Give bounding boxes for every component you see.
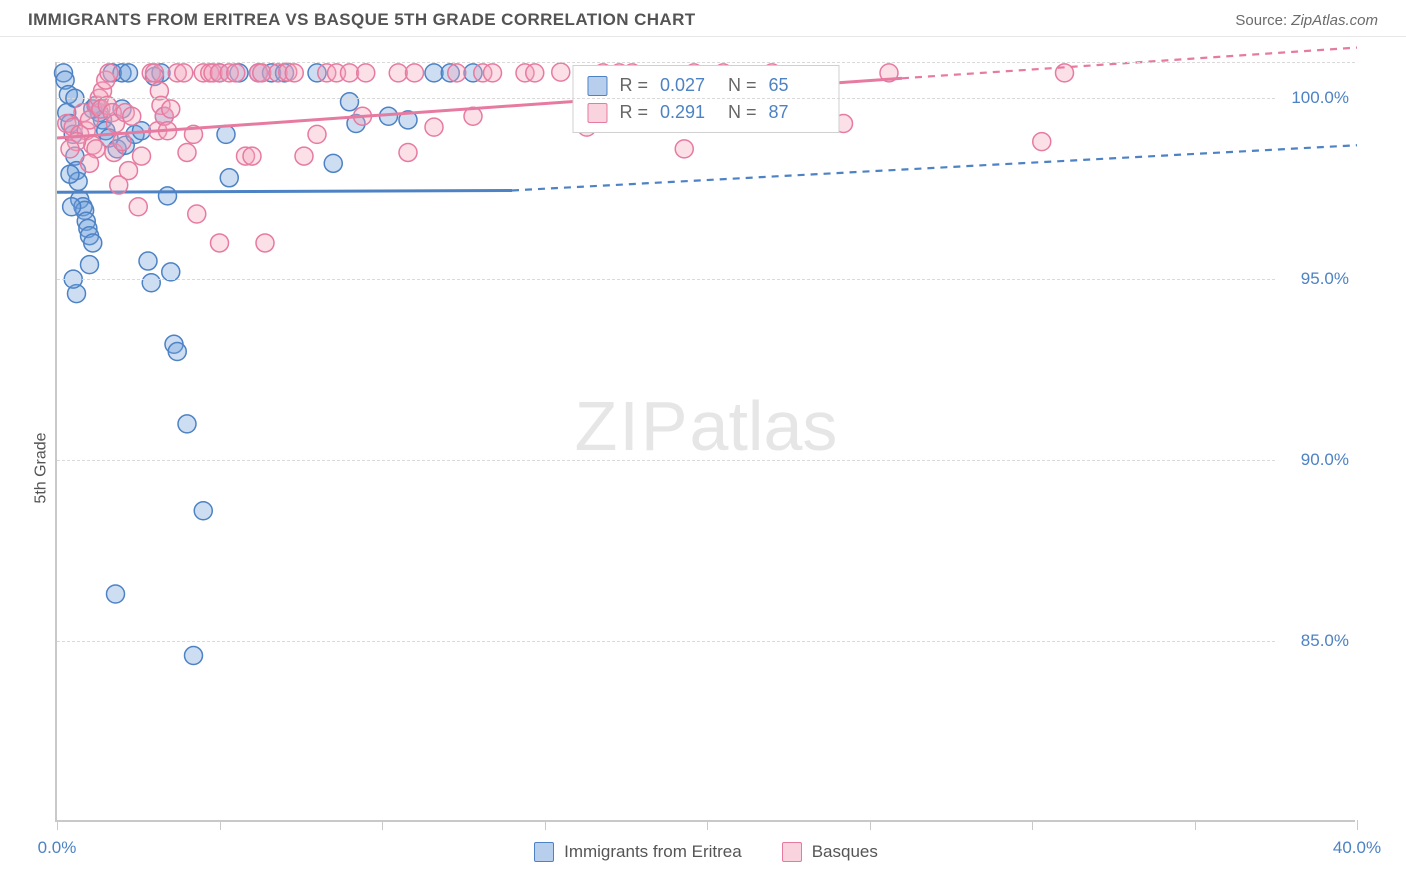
- stats-n-value: 65: [769, 75, 825, 96]
- series-legend: Immigrants from Eritrea Basques: [57, 842, 1355, 862]
- scatter-point: [120, 162, 138, 180]
- legend-swatch: [782, 842, 802, 862]
- scatter-point: [675, 140, 693, 158]
- scatter-point: [185, 647, 203, 665]
- scatter-point: [81, 154, 99, 172]
- y-tick-label: 95.0%: [1277, 269, 1357, 289]
- stats-n-label: N =: [728, 75, 757, 96]
- y-tick-label: 85.0%: [1277, 631, 1357, 651]
- scatter-point: [227, 64, 245, 82]
- scatter-point: [129, 198, 147, 216]
- scatter-point: [211, 234, 229, 252]
- scatter-point: [162, 100, 180, 118]
- scatter-point: [425, 64, 443, 82]
- y-tick-label: 100.0%: [1277, 88, 1357, 108]
- scatter-point: [389, 64, 407, 82]
- chart-title: IMMIGRANTS FROM ERITREA VS BASQUE 5TH GR…: [28, 10, 696, 30]
- x-tick: [382, 820, 383, 830]
- y-axis-label: 5th Grade: [33, 432, 51, 503]
- scatter-point: [324, 154, 342, 172]
- stats-row: R = 0.291 N = 87: [587, 99, 824, 126]
- stats-r-value: 0.027: [660, 75, 716, 96]
- scatter-point: [308, 125, 326, 143]
- scatter-point: [194, 502, 212, 520]
- stats-r-label: R =: [619, 102, 648, 123]
- stats-n-label: N =: [728, 102, 757, 123]
- scatter-point: [142, 274, 160, 292]
- scatter-point: [357, 64, 375, 82]
- scatter-point: [168, 343, 186, 361]
- scatter-point: [243, 147, 261, 165]
- legend-label: Basques: [812, 842, 878, 862]
- plot-region: ZIPatlas R =0.027N =65R =0.291N =87 Immi…: [55, 62, 1355, 822]
- scatter-point: [100, 64, 118, 82]
- x-tick: [707, 820, 708, 830]
- chart-area: 5th Grade ZIPatlas R =0.027N =65R =0.291…: [0, 44, 1406, 892]
- scatter-point: [178, 143, 196, 161]
- stats-r-value: 0.291: [660, 102, 716, 123]
- scatter-point: [175, 64, 193, 82]
- scatter-point: [406, 64, 424, 82]
- scatter-point: [220, 169, 238, 187]
- legend-swatch: [534, 842, 554, 862]
- scatter-point: [256, 234, 274, 252]
- gridline: [57, 460, 1355, 461]
- scatter-point: [552, 63, 570, 81]
- chart-header: IMMIGRANTS FROM ERITREA VS BASQUE 5TH GR…: [0, 0, 1406, 37]
- y-tick-label: 90.0%: [1277, 450, 1357, 470]
- scatter-point: [484, 64, 502, 82]
- gridline: [57, 98, 1355, 99]
- x-tick-label: 40.0%: [1333, 838, 1381, 858]
- scatter-point: [285, 64, 303, 82]
- source-attribution: Source: ZipAtlas.com: [1235, 12, 1378, 29]
- x-tick: [220, 820, 221, 830]
- scatter-point: [425, 118, 443, 136]
- scatter-point: [133, 147, 151, 165]
- scatter-point: [526, 64, 544, 82]
- scatter-point: [253, 64, 271, 82]
- scatter-point: [61, 140, 79, 158]
- source-value: ZipAtlas.com: [1291, 12, 1378, 29]
- stats-r-label: R =: [619, 75, 648, 96]
- x-tick: [1032, 820, 1033, 830]
- trend-line-dashed: [512, 145, 1357, 190]
- scatter-point: [159, 187, 177, 205]
- scatter-point: [341, 64, 359, 82]
- scatter-point: [448, 64, 466, 82]
- x-tick: [545, 820, 546, 830]
- scatter-point: [61, 165, 79, 183]
- scatter-point: [120, 64, 138, 82]
- stats-row: R = 0.027 N = 65: [587, 72, 824, 99]
- scatter-point: [146, 64, 164, 82]
- legend-label: Immigrants from Eritrea: [564, 842, 742, 862]
- scatter-point: [81, 256, 99, 274]
- scatter-point: [1033, 133, 1051, 151]
- legend-item: Immigrants from Eritrea: [534, 842, 742, 862]
- x-tick: [870, 820, 871, 830]
- scatter-point: [63, 198, 81, 216]
- scatter-point: [178, 415, 196, 433]
- x-tick: [57, 820, 58, 830]
- scatter-point: [123, 107, 141, 125]
- gridline: [57, 62, 1355, 63]
- scatter-point: [217, 125, 235, 143]
- gridline: [57, 279, 1355, 280]
- scatter-point: [139, 252, 157, 270]
- scatter-point: [107, 585, 125, 603]
- x-tick-label: 0.0%: [38, 838, 77, 858]
- stats-n-value: 87: [769, 102, 825, 123]
- scatter-point: [84, 234, 102, 252]
- scatter-point: [341, 93, 359, 111]
- stats-swatch: [587, 76, 607, 96]
- legend-item: Basques: [782, 842, 878, 862]
- gridline: [57, 641, 1355, 642]
- source-label: Source:: [1235, 12, 1287, 29]
- stats-swatch: [587, 103, 607, 123]
- scatter-point: [188, 205, 206, 223]
- x-tick: [1357, 820, 1358, 830]
- scatter-point: [399, 143, 417, 161]
- plot-svg: [57, 62, 1355, 820]
- x-tick: [1195, 820, 1196, 830]
- scatter-point: [295, 147, 313, 165]
